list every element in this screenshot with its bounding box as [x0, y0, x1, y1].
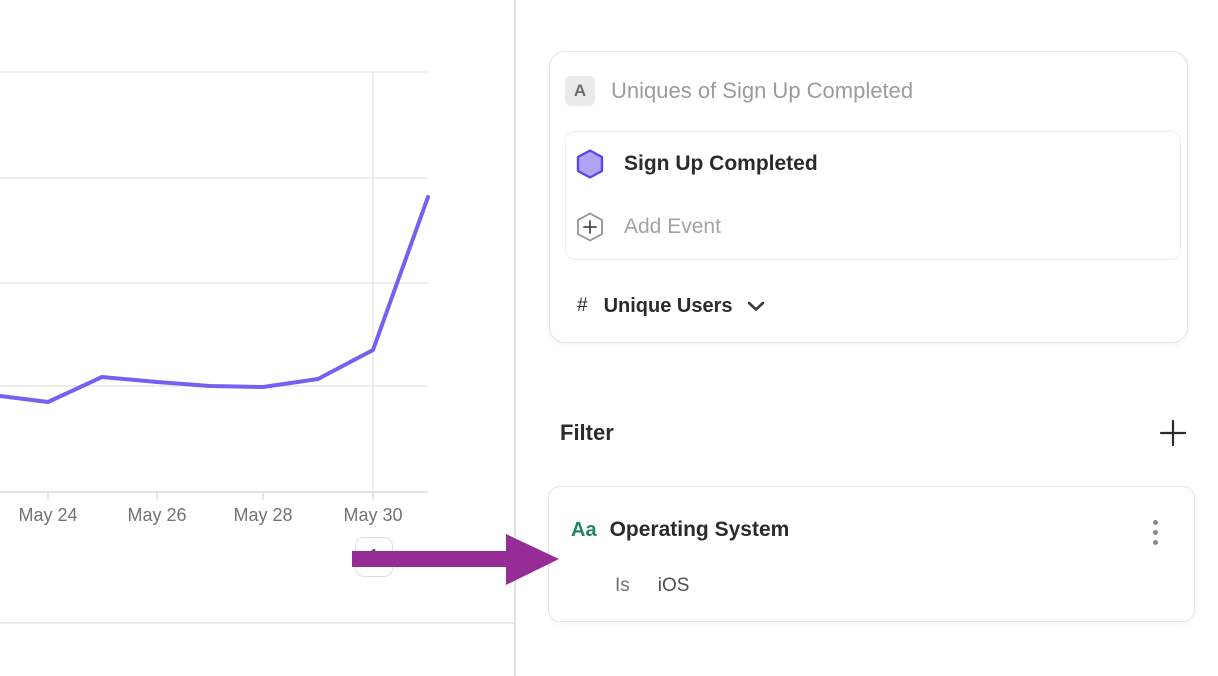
x-tick-label: May 26	[127, 505, 186, 525]
filter-options-kebab-icon[interactable]	[1144, 516, 1166, 548]
filter-condition-row: Is iOS	[615, 575, 689, 597]
filter-value[interactable]: iOS	[657, 575, 690, 596]
filter-property-name: Operating System	[609, 518, 790, 541]
event-label: Sign Up Completed	[624, 151, 818, 175]
filter-operator[interactable]: Is	[615, 575, 630, 596]
event-list-box: Sign Up Completed Add Event	[565, 131, 1181, 260]
panel-divider	[514, 0, 516, 676]
string-property-type-icon: Aa	[571, 518, 597, 541]
filter-card: Aa Operating System Is iOS	[548, 486, 1195, 622]
add-event-label: Add Event	[624, 214, 721, 238]
x-tick-label: May 28	[233, 505, 292, 525]
measurement-selector[interactable]: # Unique Users	[577, 290, 765, 322]
add-filter-button[interactable]	[1158, 418, 1188, 448]
metric-header[interactable]: A Uniques of Sign Up Completed	[550, 52, 1187, 106]
filter-section-header: Filter	[560, 418, 1188, 448]
metric-card: A Uniques of Sign Up Completed Sign Up C…	[549, 51, 1188, 343]
metric-title: Uniques of Sign Up Completed	[611, 78, 914, 103]
plus-icon	[1159, 419, 1187, 447]
event-hexagon-icon	[576, 148, 604, 179]
add-event-button[interactable]: Add Event	[566, 195, 1180, 258]
annotation-arrow	[352, 534, 559, 585]
add-event-hexagon-plus-icon	[577, 212, 603, 241]
x-tick-label: May 30	[343, 505, 402, 525]
measurement-label: Unique Users	[603, 294, 733, 317]
filter-section-title: Filter	[560, 420, 614, 445]
filter-property-row[interactable]: Aa Operating System	[571, 515, 789, 545]
x-tick-label: May 24	[18, 505, 77, 525]
line-chart[interactable]: May 24 May 26 May 28 May 30	[0, 0, 515, 676]
chevron-down-icon	[747, 301, 765, 312]
series-letter-badge: A	[565, 76, 595, 106]
number-type-icon: #	[577, 295, 588, 316]
event-row-sign-up-completed[interactable]: Sign Up Completed	[566, 132, 1180, 195]
series-line[interactable]	[0, 195, 430, 404]
